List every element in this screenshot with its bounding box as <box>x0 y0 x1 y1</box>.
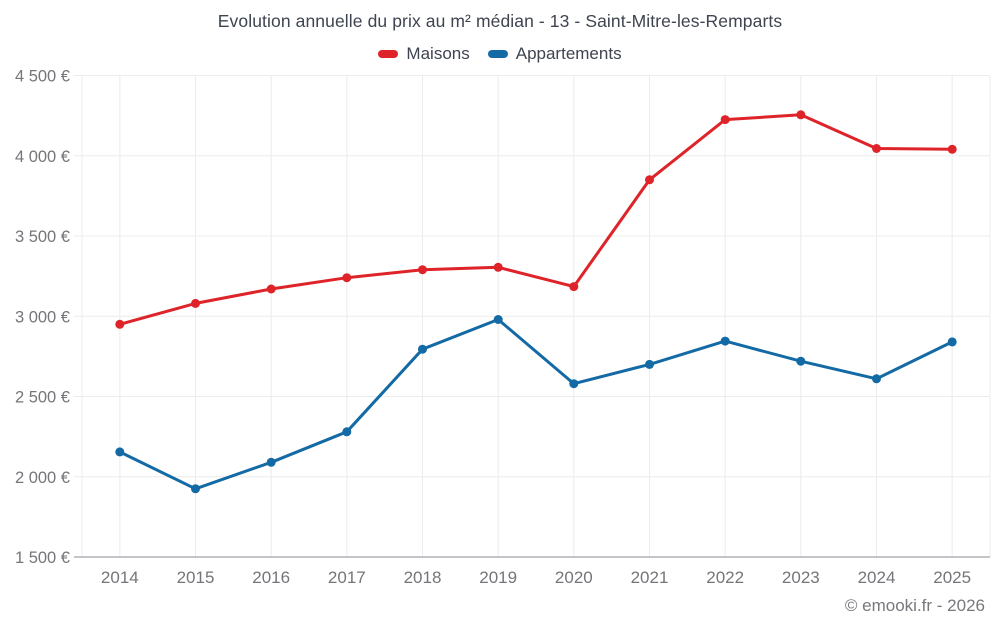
series-point-maisons-2017 <box>342 273 352 283</box>
x-axis-tick-label: 2019 <box>479 568 517 587</box>
legend-swatch-appartements <box>487 50 508 58</box>
y-axis-tick-label: 4 500 € <box>15 68 70 86</box>
x-axis-tick-label: 2018 <box>404 568 442 587</box>
series-line-maisons <box>118 113 954 326</box>
series-point-maisons-2022 <box>720 115 730 125</box>
x-axis-tick-label: 2016 <box>252 568 290 587</box>
copyright-footer: © emooki.fr - 2026 <box>844 596 985 615</box>
series-point-appartements-2020 <box>569 379 579 389</box>
series-point-maisons-2015 <box>191 298 200 308</box>
y-axis-tick-label: 3 500 € <box>15 228 70 246</box>
legend: Maisons Appartements <box>0 44 1000 64</box>
series-point-maisons-2019 <box>493 262 503 272</box>
series-point-appartements-2022 <box>720 336 730 346</box>
series-point-maisons-2020 <box>569 282 579 292</box>
series-point-appartements-2021 <box>645 359 654 369</box>
y-axis-tick-label: 3 000 € <box>15 308 70 326</box>
x-axis-tick-label: 2020 <box>555 568 593 587</box>
series-point-maisons-2016 <box>266 284 276 294</box>
y-axis-tick-label: 1 500 € <box>15 549 70 567</box>
series-point-maisons-2024 <box>872 144 881 153</box>
legend-swatch-maisons <box>378 50 399 58</box>
series-point-maisons-2021 <box>645 175 654 185</box>
series-point-appartements-2015 <box>191 484 200 494</box>
series-point-maisons-2018 <box>418 265 427 275</box>
legend-item-appartements[interactable]: Appartements <box>487 44 622 64</box>
series-point-maisons-2014 <box>115 319 125 329</box>
x-axis-tick-label: 2021 <box>631 568 669 587</box>
series-point-appartements-2019 <box>493 315 503 324</box>
series-point-appartements-2024 <box>872 374 881 384</box>
series-point-appartements-2023 <box>796 356 806 366</box>
x-axis-tick-label: 2023 <box>782 568 820 587</box>
x-axis-tick-label: 2015 <box>177 568 215 587</box>
series-point-appartements-2017 <box>342 427 352 437</box>
x-axis-tick-label: 2022 <box>706 568 744 587</box>
series-point-maisons-2025 <box>947 144 957 154</box>
series-point-appartements-2014 <box>115 447 125 457</box>
x-axis-tick-label: 2025 <box>933 568 971 587</box>
series-line-appartements <box>118 318 954 491</box>
legend-label: Maisons <box>406 44 470 63</box>
series-point-maisons-2023 <box>796 110 806 120</box>
legend-item-maisons[interactable]: Maisons <box>378 44 470 64</box>
y-axis-tick-label: 4 000 € <box>15 148 70 166</box>
series-point-appartements-2016 <box>266 457 276 467</box>
legend-label: Appartements <box>515 44 622 63</box>
x-axis-tick-label: 2024 <box>858 568 896 587</box>
y-axis-tick-label: 2 500 € <box>15 389 70 407</box>
y-axis-tick-label: 2 000 € <box>15 469 70 487</box>
x-axis-tick-label: 2014 <box>101 568 139 587</box>
x-axis-tick-label: 2017 <box>328 568 366 587</box>
series-point-appartements-2018 <box>418 344 427 354</box>
chart-title: Evolution annuelle du prix au m² médian … <box>217 11 783 31</box>
series-point-appartements-2025 <box>947 337 957 347</box>
